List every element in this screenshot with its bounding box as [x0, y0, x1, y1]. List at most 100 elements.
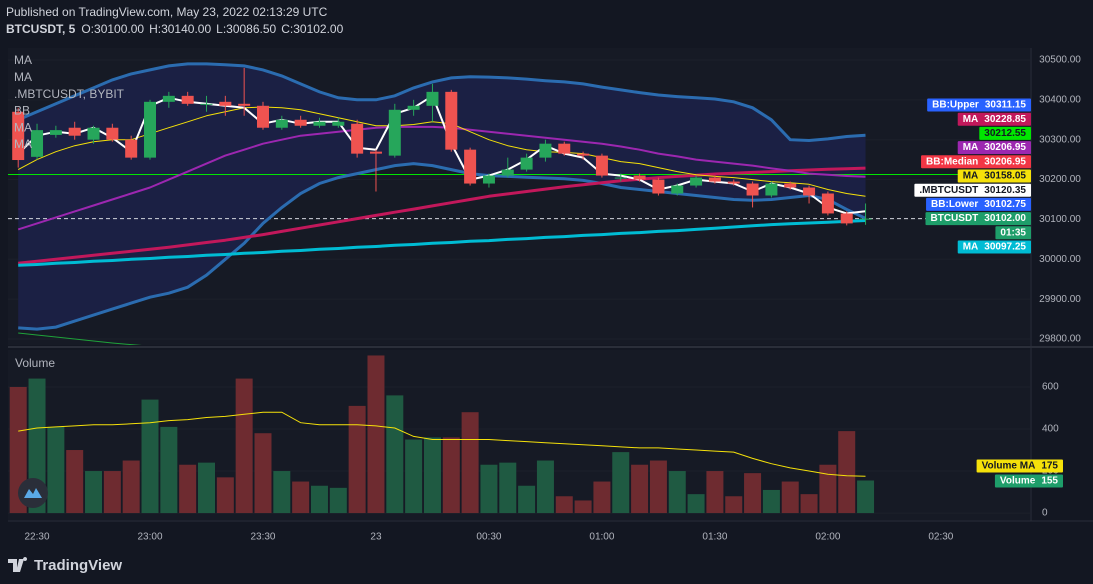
- volume-bar: [725, 496, 743, 514]
- volume-bar: [47, 426, 65, 514]
- ohlc-key: O:: [81, 22, 94, 36]
- price-tag-value: 30228.85: [984, 114, 1026, 125]
- candle-body: [708, 177, 721, 182]
- price-tag-name: BB:Median: [926, 156, 978, 167]
- tv-logo-icon: [24, 488, 42, 498]
- volume-bar: [762, 489, 780, 514]
- volume-bar: [480, 464, 498, 514]
- volume-bar: [781, 481, 799, 514]
- price-tag-value: 30120.35: [984, 185, 1026, 196]
- candle-body: [275, 119, 288, 128]
- price-tag: [927, 98, 1031, 112]
- y-tick-label: 30000.00: [1039, 254, 1081, 265]
- y-tick-label: 29900.00: [1039, 294, 1081, 305]
- y-tick-label: 30500.00: [1039, 55, 1081, 66]
- candle-body: [633, 175, 646, 180]
- candle-body: [501, 169, 514, 176]
- price-tag-value: 30102.00: [984, 213, 1026, 224]
- candle-body: [31, 130, 44, 157]
- volume-bar: [386, 395, 404, 514]
- candle-body: [539, 143, 552, 158]
- brand-icon: [8, 557, 28, 572]
- brand: TradingView: [34, 557, 122, 574]
- candle-body: [351, 123, 364, 154]
- bb-lower: [18, 162, 867, 331]
- volume-bar: [857, 480, 875, 514]
- ma-line: [18, 219, 866, 267]
- bb-fill: [18, 63, 866, 330]
- candle-body: [125, 139, 138, 158]
- ohlc-value: 30100.00: [94, 22, 144, 36]
- price-tag-name: MA: [963, 242, 979, 253]
- price-tag-name: MA: [963, 114, 979, 125]
- candle-body: [407, 105, 420, 110]
- candle-body: [294, 119, 307, 126]
- candle-body: [520, 157, 533, 170]
- volume-bar: [273, 471, 291, 514]
- y-tick-label: 30300.00: [1039, 134, 1081, 145]
- candle-body: [445, 91, 458, 150]
- volume-bar: [744, 473, 762, 514]
- x-tick-label: 02:30: [928, 532, 953, 543]
- volume-bar: [536, 460, 554, 514]
- volume-bar: [141, 399, 159, 514]
- candle-body: [238, 103, 251, 106]
- volume-bar: [405, 439, 423, 514]
- candle-body: [803, 187, 816, 196]
- x-tick-label: 02:00: [815, 532, 840, 543]
- volume-bar: [85, 471, 103, 514]
- price-tag: [921, 155, 1031, 169]
- countdown: 01:35: [1000, 227, 1026, 238]
- candle-body: [671, 185, 684, 194]
- price-tag: [994, 474, 1063, 488]
- volume-title: Volume: [15, 356, 55, 370]
- volume-bar: [593, 481, 611, 514]
- ma-line: [18, 332, 142, 345]
- price-tag: [976, 459, 1063, 473]
- candle-body: [558, 143, 571, 154]
- candle-body: [313, 121, 326, 126]
- price-tag: [979, 126, 1031, 140]
- legend-entry: MA: [14, 137, 32, 151]
- price-tag-name: MA: [963, 142, 979, 153]
- volume-bar: [838, 431, 856, 514]
- volume-bar: [329, 487, 347, 514]
- x-tick-label: 00:30: [476, 532, 501, 543]
- volume-bar: [348, 405, 366, 514]
- price-plot: [8, 59, 1030, 345]
- price-tag: [957, 112, 1031, 126]
- volume-tag-value: 155: [1041, 476, 1058, 487]
- ohlc-value: 30140.00: [161, 22, 211, 36]
- price-tag-name: BB:Lower: [931, 199, 978, 210]
- candle-body: [219, 101, 232, 106]
- ohlc-value: 30102.00: [293, 22, 343, 36]
- bb-upper: [17, 62, 866, 143]
- x-tick-label: 23: [370, 532, 382, 543]
- legend-entry: BB: [14, 104, 30, 118]
- price-tag: [957, 240, 1031, 254]
- x-tick-label: 22:30: [25, 532, 50, 543]
- price-tag: [995, 226, 1031, 240]
- legend-entry: MA: [14, 120, 32, 134]
- ma-line: [17, 94, 866, 215]
- volume-bar: [9, 386, 27, 514]
- volume-bar: [574, 500, 592, 514]
- volume-bar: [310, 485, 328, 514]
- y-tick-label: 29800.00: [1039, 334, 1081, 345]
- volume-bar: [819, 464, 837, 514]
- candle-body: [784, 183, 797, 188]
- ohlc-key: C:: [281, 22, 293, 36]
- volume-bar: [235, 378, 253, 514]
- published-note: Published on TradingView.com, May 23, 20…: [6, 5, 328, 19]
- candle-body: [106, 127, 119, 140]
- ma-line: [17, 125, 866, 231]
- candle-body: [614, 177, 627, 179]
- volume-bar: [555, 496, 573, 514]
- volume-bar: [160, 426, 178, 514]
- volume-tag-name: Volume: [1000, 476, 1036, 487]
- candle-body: [426, 91, 439, 106]
- ohlc-key: H:: [149, 22, 161, 36]
- y-tick-label: 400: [1042, 424, 1059, 435]
